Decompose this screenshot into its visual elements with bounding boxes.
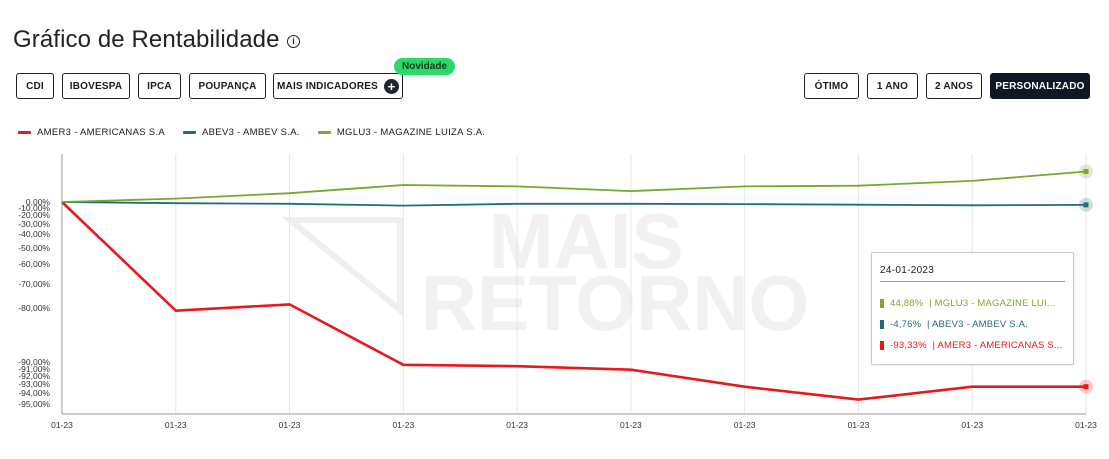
x-tick-label: 01-23 [165,420,187,430]
period-otimo-button[interactable]: ÓTIMO [804,73,859,99]
watermark-line-2: RETORNO [421,259,810,347]
legend-swatch-amer3 [18,131,31,134]
x-tick-label: 01-23 [279,420,301,430]
tooltip-label-abev3: | ABEV3 - AMBEV S.A. [927,319,1028,330]
y-tick-label: -20,00% [18,210,50,220]
chart-legend: AMER3 - AMERICANAS S.A ABEV3 - AMBEV S.A… [18,127,503,138]
y-tick-label: -70,00% [18,279,50,289]
period-personalizado-button[interactable]: PERSONALIZADO [990,73,1090,99]
tooltip-mark-abev3 [880,320,884,329]
ibovespa-button[interactable]: IBOVESPA [62,73,130,99]
tooltip-value-mglu3: 44,88% [890,298,924,309]
tooltip-row-mglu3: 44,88% | MGLU3 - MAGAZINE LUI... [880,298,1055,309]
y-tick-label: -60,00% [18,259,50,269]
tooltip-mark-mglu3 [880,299,884,308]
legend-item-amer3[interactable]: AMER3 - AMERICANAS S.A [18,127,165,138]
more-indicators-button[interactable]: MAIS INDICADORES + [273,73,403,99]
y-tick-label: -91,00% [18,364,50,374]
y-tick-label: -50,00% [18,243,50,253]
x-tick-label: 01-23 [392,420,414,430]
period-2-anos-button[interactable]: 2 ANOS [926,73,982,99]
series-point [1083,384,1089,390]
x-tick-label: 01-23 [51,420,73,430]
y-tick-label: -95,00% [18,399,50,409]
y-tick-label: -93,00% [18,379,50,389]
watermark-logo-shape [281,217,403,317]
series-point [1083,168,1089,174]
tooltip-date: 24-01-2023 [880,265,935,276]
x-tick-label: 01-23 [506,420,528,430]
more-indicators-label: MAIS INDICADORES [277,80,378,92]
page-title: Gráfico de Rentabilidade [13,26,280,53]
tooltip-label-amer3: | AMER3 - AMERICANAS S... [932,340,1063,351]
series-point [1083,202,1089,208]
info-circle-icon[interactable]: i [287,35,300,48]
x-tick-label: 01-23 [1075,420,1097,430]
y-tick-label: 0,00% [26,197,51,207]
period-1-ano-button[interactable]: 1 ANO [867,73,918,99]
x-tick-label: 01-23 [848,420,870,430]
legend-swatch-mglu3 [317,131,331,134]
tooltip-row-amer3: -93,33% | AMER3 - AMERICANAS S... [880,340,1062,351]
x-tick-label: 01-23 [961,420,983,430]
poupanca-button[interactable]: POUPANÇA [189,73,266,99]
tooltip-divider [880,281,1065,282]
series-line-abev3 [61,201,1087,207]
chart-tooltip: 24-01-2023 44,88% | MGLU3 - MAGAZINE LUI… [871,252,1074,365]
new-badge: Novidade [394,58,456,75]
y-tick-label: -10,00% [18,203,50,213]
watermark-line-1: MAIS [489,197,684,285]
y-tick-label: -94,00% [18,388,50,398]
legend-label-amer3: AMER3 - AMERICANAS S.A [37,127,166,138]
plus-icon: + [383,78,399,94]
x-tick-label: 01-23 [734,420,756,430]
legend-label-mglu3: MGLU3 - MAGAZINE LUIZA S.A. [336,127,486,138]
x-tick-label: 01-23 [620,420,642,430]
tooltip-label-mglu3: | MGLU3 - MAGAZINE LUI... [929,298,1056,309]
y-tick-label: -30,00% [18,219,50,229]
legend-label-abev3: ABEV3 - AMBEV S.A. [202,127,300,138]
series-line-mglu3 [61,170,1087,203]
cdi-button[interactable]: CDI [16,73,54,99]
y-tick-label: -80,00% [18,303,50,313]
legend-item-mglu3[interactable]: MGLU3 - MAGAZINE LUIZA S.A. [317,127,486,138]
y-tick-label: -92,00% [18,371,50,381]
tooltip-row-abev3: -4,76% | ABEV3 - AMBEV S.A. [880,319,1028,330]
legend-swatch-abev3 [183,131,197,134]
y-tick-label: -90,00% [18,357,50,367]
y-tick-label: -40,00% [18,229,50,239]
series-line-amer3 [61,201,1086,401]
tooltip-mark-amer3 [880,341,884,350]
legend-item-abev3[interactable]: ABEV3 - AMBEV S.A. [183,127,300,138]
tooltip-value-abev3: -4,76% [890,319,922,330]
tooltip-value-amer3: -93,33% [890,340,927,351]
ipca-button[interactable]: IPCA [138,73,181,99]
